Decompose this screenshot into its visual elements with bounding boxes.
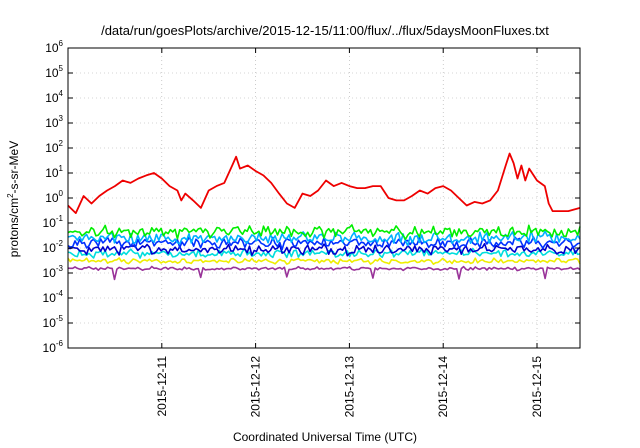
y-tick-label: 10-5	[43, 314, 64, 330]
x-tick-label: 2015-12-13	[342, 356, 356, 418]
y-tick-label: 102	[45, 139, 63, 155]
y-tick-label: 105	[45, 64, 63, 80]
series-layer	[67, 152, 581, 281]
chart-title: /data/run/goesPlots/archive/2015-12-15/1…	[101, 23, 549, 38]
x-tick-label: 2015-12-15	[530, 356, 544, 418]
y-tick-label: 10-6	[43, 339, 64, 355]
x-tick-label: 2015-12-14	[436, 356, 450, 418]
series-line-red	[67, 152, 581, 214]
y-tick-label: 10-4	[43, 289, 64, 305]
grid-lines	[68, 48, 580, 348]
series-line	[67, 265, 581, 281]
y-tick-label: 10-1	[43, 214, 64, 230]
x-axis-ticks: 2015-12-11 2015-12-12 2015-12-13 2015-12-14…	[155, 48, 544, 417]
y-tick-label: 106	[45, 39, 63, 55]
y-tick-label: 103	[45, 114, 63, 130]
x-tick-label: 2015-12-12	[249, 356, 263, 418]
y-tick-label: 104	[45, 89, 63, 105]
y-axis-label: protons/cm2-s-sr-MeV	[6, 141, 21, 257]
series-line	[67, 242, 581, 257]
y-tick-label: 101	[45, 164, 63, 180]
x-axis-label: Coordinated Universal Time (UTC)	[233, 430, 417, 444]
series-line	[67, 257, 581, 265]
y-tick-label: 100	[45, 189, 63, 205]
y-axis-ticks: 10-6 10-5 10-4 10-3 10-2 10-1 100 101 102 103 104 1…	[43, 39, 580, 355]
series-line	[67, 247, 581, 259]
series-line	[67, 224, 581, 241]
y-tick-label: 10-2	[43, 239, 64, 255]
y-tick-label: 10-3	[43, 264, 64, 280]
x-tick-label: 2015-12-11	[155, 356, 169, 417]
